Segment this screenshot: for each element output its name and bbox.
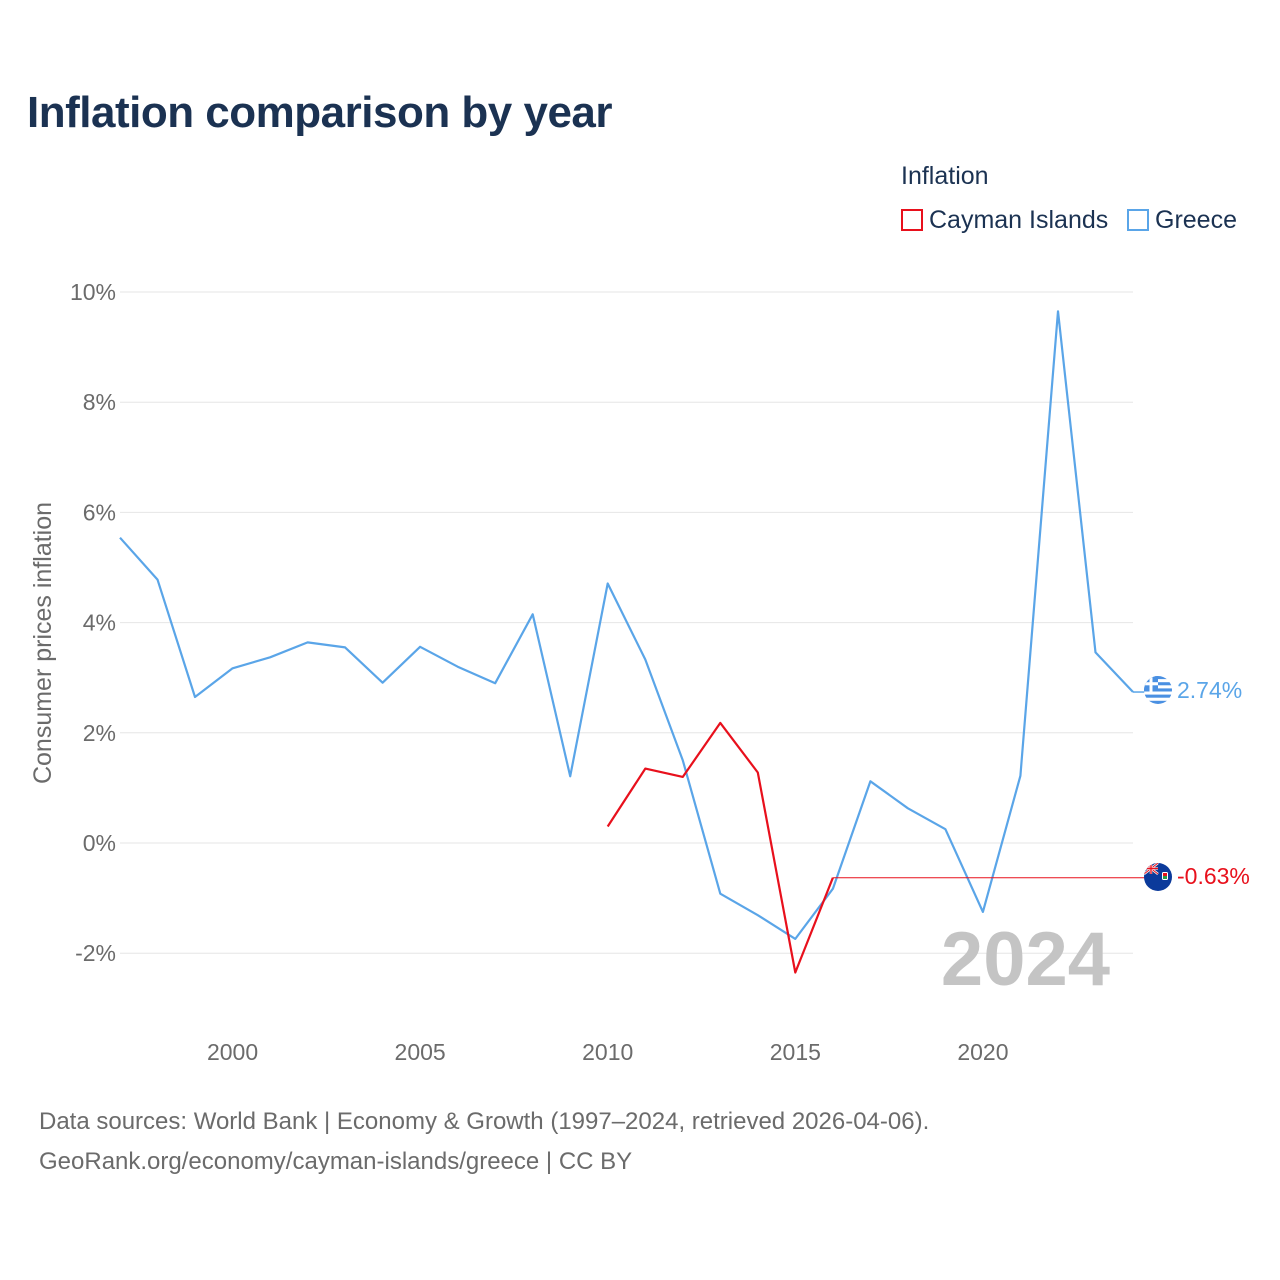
legend-swatch-greece xyxy=(1127,209,1149,231)
y-tick-label: 10% xyxy=(70,279,116,305)
y-tick-label: 6% xyxy=(83,499,116,525)
x-axis-ticks: 2000 2005 2010 2015 2020 xyxy=(207,1039,1009,1065)
cayman-islands-end-label: -0.63% xyxy=(1177,863,1250,889)
x-tick-label: 2000 xyxy=(207,1039,258,1065)
legend-item-greece[interactable]: Greece xyxy=(1127,205,1237,235)
footer-sources: Data sources: World Bank | Economy & Gro… xyxy=(39,1108,930,1135)
x-tick-label: 2020 xyxy=(957,1039,1008,1065)
y-tick-label: 4% xyxy=(83,610,116,636)
legend-label-cayman-islands: Cayman Islands xyxy=(929,205,1109,234)
y-tick-label: 2% xyxy=(83,720,116,746)
y-tick-label: -2% xyxy=(75,940,116,966)
footer-attribution[interactable]: GeoRank.org/economy/cayman-islands/greec… xyxy=(39,1148,633,1175)
cayman-islands-flag-icon xyxy=(1144,863,1172,891)
series-line-cayman-islands xyxy=(606,721,834,974)
y-tick-label: 0% xyxy=(83,830,116,856)
x-tick-label: 2010 xyxy=(582,1039,633,1065)
y-tick-label: 8% xyxy=(83,389,116,415)
series-line-greece xyxy=(119,310,1134,941)
legend-swatch-cayman-islands xyxy=(901,209,923,231)
series-lines xyxy=(119,310,1150,974)
y-axis-label: Consumer prices inflation xyxy=(29,502,57,784)
greece-flag-icon xyxy=(1144,676,1172,704)
legend-title: Inflation xyxy=(901,162,989,190)
legend-item-cayman-islands[interactable]: Cayman Islands xyxy=(901,205,1108,235)
legend-label-greece: Greece xyxy=(1155,205,1237,234)
chart-title: Inflation comparison by year xyxy=(27,88,613,137)
x-tick-label: 2015 xyxy=(770,1039,821,1065)
y-axis-ticks: -2% 0% 2% 4% 6% 8% 10% xyxy=(70,279,116,966)
x-tick-label: 2005 xyxy=(395,1039,446,1065)
year-watermark: 2024 xyxy=(941,917,1110,1002)
greece-end-label: 2.74% xyxy=(1177,677,1242,703)
